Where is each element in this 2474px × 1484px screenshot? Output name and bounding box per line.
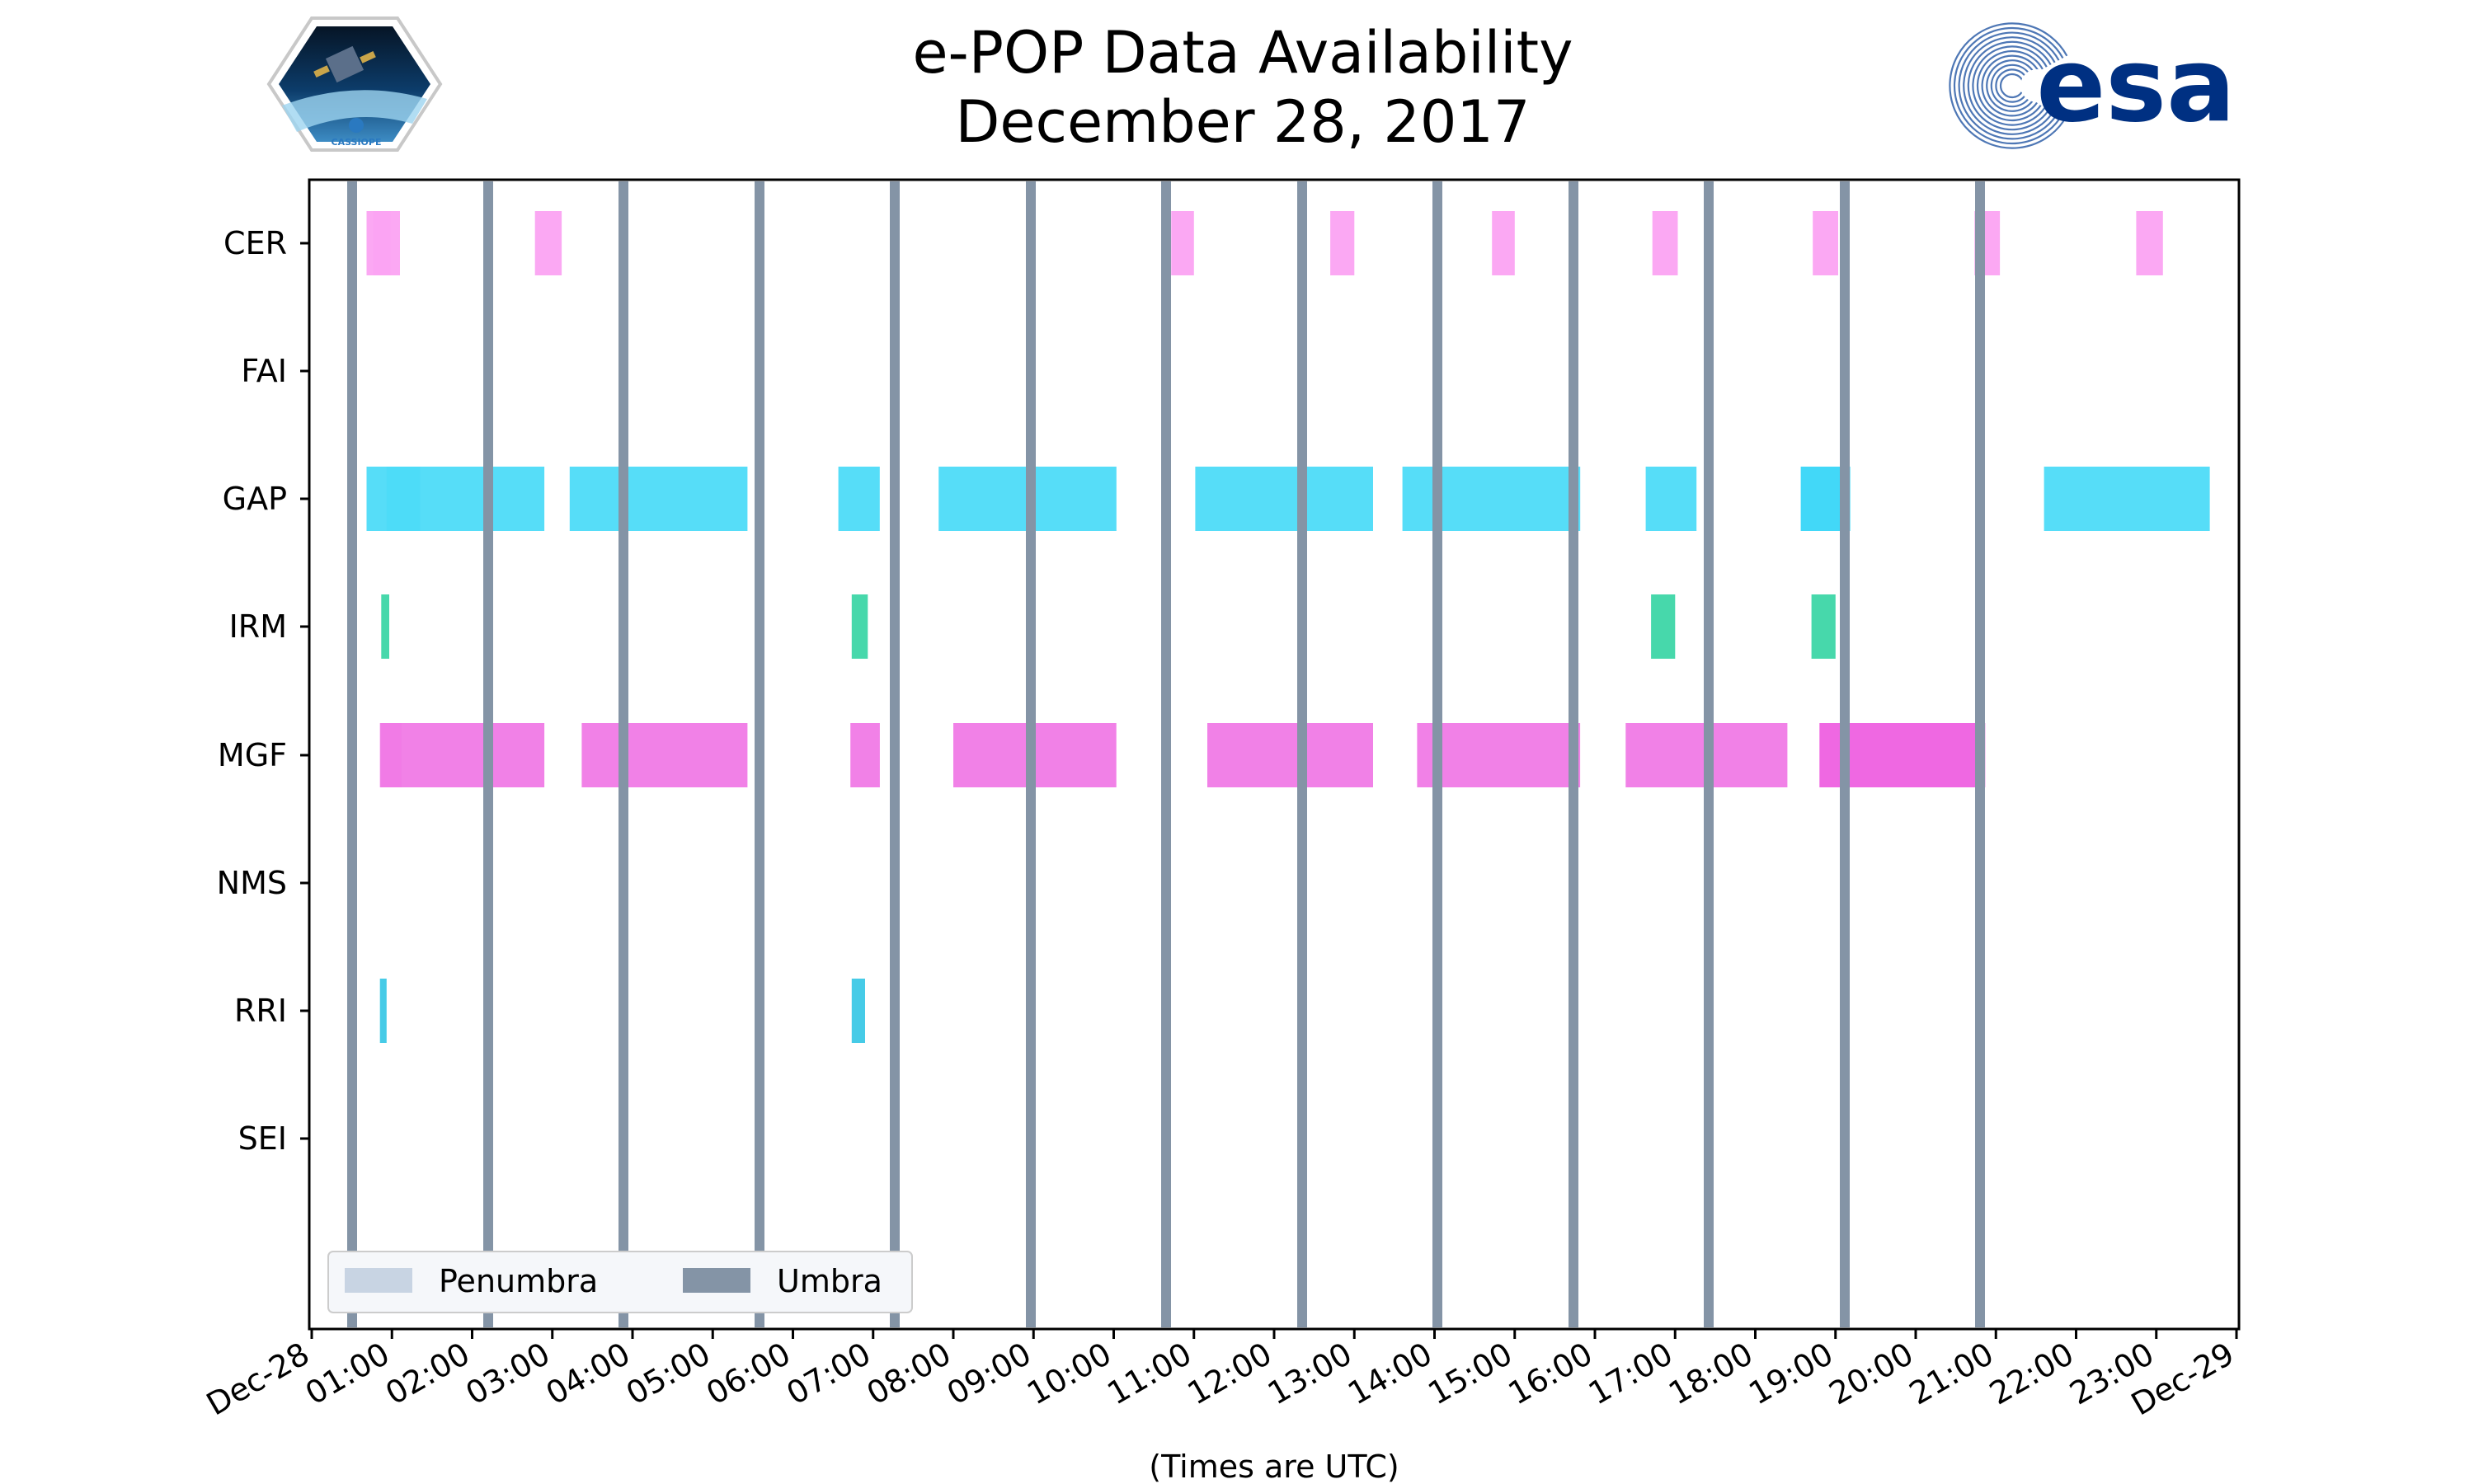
- chart-title-line-1: e-POP Data Availability: [912, 19, 1573, 87]
- y-tick-label-gap: GAP: [223, 481, 287, 517]
- bar-mgf: [581, 723, 748, 787]
- esa-swirl-arc: [1986, 59, 2035, 112]
- bar-gap: [386, 467, 421, 531]
- x-tick-label: 09:00: [941, 1336, 1037, 1412]
- legend-swatch-umbra: [683, 1268, 750, 1293]
- umbra-line: [1432, 181, 1442, 1327]
- umbra-line: [483, 181, 493, 1327]
- bar-mgf: [381, 723, 402, 787]
- esa-swirl-arc: [1995, 68, 2028, 103]
- umbra-line: [1975, 181, 1985, 1327]
- x-tick-label: 11:00: [1101, 1336, 1197, 1412]
- esa-swirl-arc: [1981, 54, 2039, 117]
- bar-mgf: [379, 723, 545, 787]
- chart-title-line-2: December 28, 2017: [956, 88, 1531, 156]
- x-tick-label: 10:00: [1021, 1336, 1117, 1412]
- x-axis-label: (Times are UTC): [1149, 1449, 1399, 1484]
- esa-swirl-arc: [1967, 40, 2052, 131]
- umbra-line: [890, 181, 900, 1327]
- x-tick-label: 08:00: [861, 1336, 957, 1412]
- umbra-line: [1297, 181, 1307, 1327]
- bar-cer: [534, 211, 562, 275]
- bar-cer: [1492, 211, 1515, 275]
- bar-gap: [1645, 467, 1697, 531]
- x-tick-label: 13:00: [1262, 1336, 1358, 1412]
- bar-irm: [851, 594, 868, 659]
- x-tick-label: 12:00: [1182, 1336, 1278, 1412]
- esa-swirl-arc: [1958, 31, 2060, 140]
- cassiope-logo: CASSIOPE: [266, 16, 443, 152]
- y-tick-label-mgf: MGF: [218, 737, 287, 773]
- esa-swirl-arc: [1990, 63, 2032, 108]
- x-tick-label: 16:00: [1503, 1336, 1599, 1412]
- x-tick-label: 04:00: [540, 1336, 637, 1412]
- bar-mgf: [850, 723, 880, 787]
- bar-cer: [2136, 211, 2163, 275]
- umbra-line: [1704, 181, 1714, 1327]
- umbra-line: [1569, 181, 1578, 1327]
- esa-logo-text: esa: [2036, 26, 2236, 145]
- bar-cer: [1171, 211, 1194, 275]
- esa-swirl-arc: [1949, 22, 2068, 149]
- y-tick-label-nms: NMS: [217, 865, 287, 901]
- x-tick-label: 05:00: [620, 1336, 717, 1412]
- esa-swirl-icon: [1949, 22, 2068, 149]
- y-tick-label-cer: CER: [223, 225, 287, 261]
- bar-mgf: [1207, 723, 1373, 787]
- x-tick-label: 22:00: [1983, 1336, 2080, 1412]
- x-tick-label: 20:00: [1823, 1336, 1920, 1412]
- bar-irm: [1811, 594, 1836, 659]
- esa-swirl-arc: [1999, 73, 2024, 99]
- x-tick-label: 03:00: [459, 1336, 556, 1412]
- bar-cer: [373, 211, 400, 275]
- esa-swirl-arc: [1972, 45, 2048, 126]
- x-tick-label: 07:00: [780, 1336, 877, 1412]
- x-tick-label: 02:00: [379, 1336, 476, 1412]
- x-tick-label: 14:00: [1342, 1336, 1438, 1412]
- umbra-line: [1840, 181, 1850, 1327]
- y-tick-label-irm: IRM: [229, 608, 287, 645]
- legend-label-penumbra: Penumbra: [439, 1263, 598, 1299]
- x-tick-label: 17:00: [1583, 1336, 1679, 1412]
- x-tick-label: Dec-28: [200, 1336, 315, 1423]
- legend: Penumbra Umbra: [327, 1251, 913, 1313]
- legend-swatch-penumbra: [345, 1268, 412, 1293]
- bar-irm: [381, 594, 389, 659]
- legend-label-umbra: Umbra: [777, 1263, 882, 1299]
- x-tick-label: 18:00: [1663, 1336, 1759, 1412]
- bar-rri: [379, 979, 387, 1043]
- x-tick-label: 15:00: [1422, 1336, 1518, 1412]
- umbra-line: [1026, 181, 1036, 1327]
- bar-cer: [1813, 211, 1838, 275]
- bar-mgf: [1417, 723, 1581, 787]
- x-tick-label: 06:00: [700, 1336, 797, 1412]
- bar-irm: [1651, 594, 1676, 659]
- bar-cer: [1330, 211, 1355, 275]
- bar-gap: [838, 467, 880, 531]
- esa-swirl-arc: [1963, 36, 2056, 135]
- bar-gap: [1195, 467, 1373, 531]
- y-tick-label-sei: SEI: [238, 1120, 287, 1157]
- bar-cer: [1652, 211, 1678, 275]
- cassiope-logo-text: CASSIOPE: [332, 137, 382, 148]
- umbra-line: [1161, 181, 1171, 1327]
- bar-gap: [2044, 467, 2210, 531]
- umbra-line: [347, 181, 357, 1327]
- x-tick-label: 01:00: [299, 1336, 396, 1412]
- umbra-line: [755, 181, 764, 1327]
- legend-box: [327, 1251, 913, 1313]
- x-tick-label: 21:00: [1903, 1336, 2000, 1412]
- y-tick-label-fai: FAI: [241, 353, 287, 389]
- umbra-line: [618, 181, 628, 1327]
- esa-logo: esa: [1949, 22, 2236, 149]
- y-tick-label-rri: RRI: [234, 993, 287, 1029]
- esa-swirl-arc: [1976, 49, 2044, 122]
- esa-swirl-core: [2020, 69, 2053, 102]
- bar-rri: [851, 979, 865, 1043]
- bar-gap: [1402, 467, 1581, 531]
- esa-swirl-arc: [1953, 26, 2064, 145]
- bar-gap: [569, 467, 748, 531]
- x-tick-label: 19:00: [1743, 1336, 1839, 1412]
